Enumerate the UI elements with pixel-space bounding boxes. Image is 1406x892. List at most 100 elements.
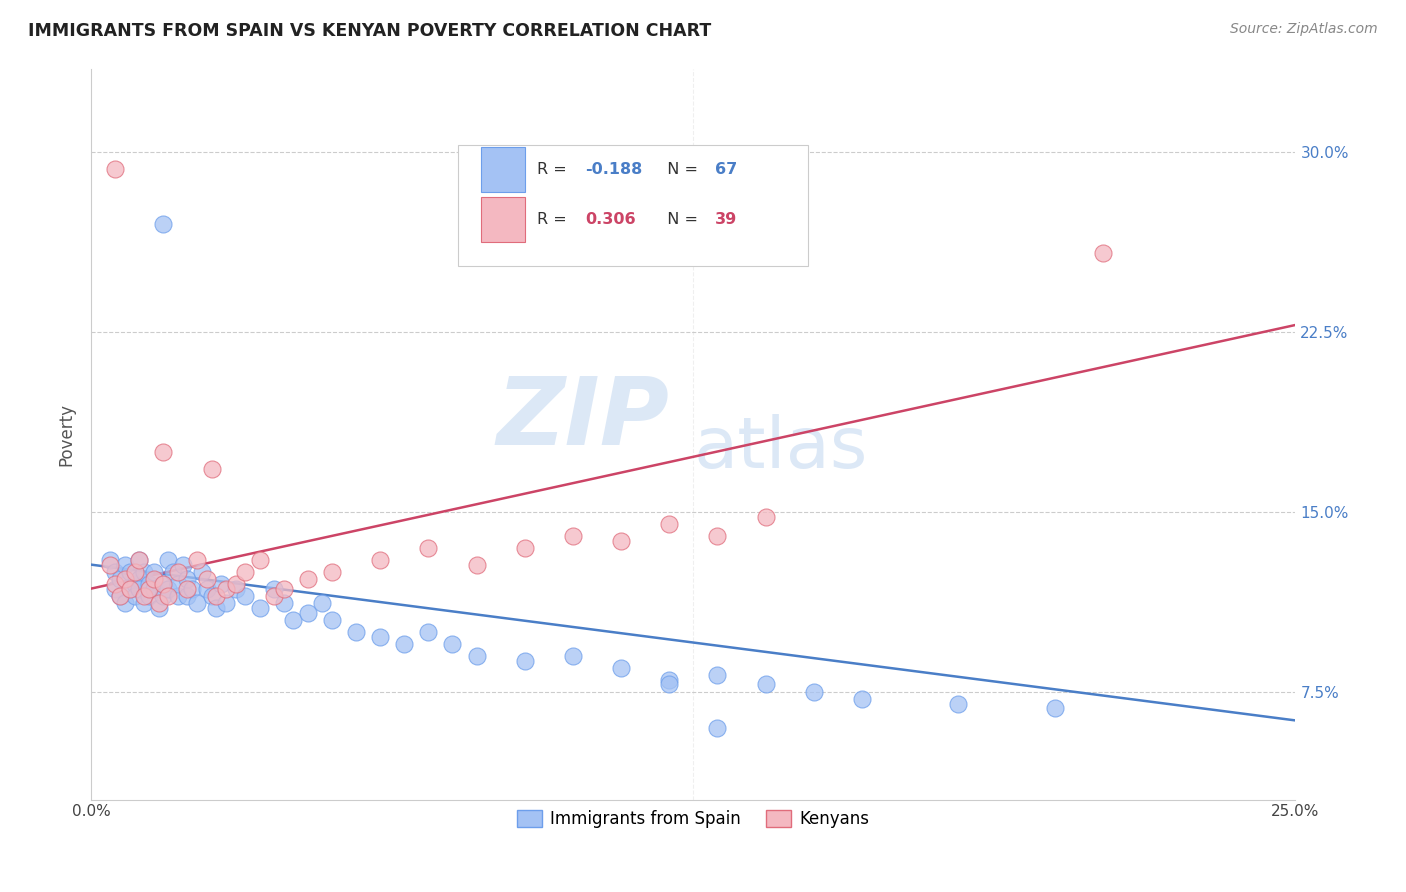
Point — [706, 668, 728, 682]
Point — [368, 630, 391, 644]
Point — [152, 445, 174, 459]
Point — [128, 553, 150, 567]
Point — [344, 624, 367, 639]
Point — [803, 684, 825, 698]
Point — [249, 600, 271, 615]
Point — [128, 582, 150, 596]
Point — [148, 600, 170, 615]
Point — [948, 697, 970, 711]
Point — [142, 572, 165, 586]
Point — [152, 577, 174, 591]
Point — [561, 648, 583, 663]
Point — [658, 677, 681, 691]
Point — [128, 553, 150, 567]
Point — [104, 162, 127, 177]
Point — [215, 582, 238, 596]
Point — [157, 589, 180, 603]
Point — [138, 589, 160, 603]
Point — [134, 596, 156, 610]
Point — [205, 589, 228, 603]
Point — [157, 582, 180, 596]
Text: R =: R = — [537, 212, 572, 227]
Point — [706, 529, 728, 543]
Point — [311, 596, 333, 610]
Point — [754, 677, 776, 691]
Point — [1091, 246, 1114, 260]
Point — [273, 596, 295, 610]
Point — [513, 653, 536, 667]
Point — [152, 577, 174, 591]
Point — [297, 572, 319, 586]
Point — [186, 596, 208, 610]
Point — [263, 589, 285, 603]
Point — [114, 572, 136, 586]
Point — [108, 589, 131, 603]
Point — [181, 582, 204, 596]
Point — [114, 558, 136, 572]
Text: Source: ZipAtlas.com: Source: ZipAtlas.com — [1230, 22, 1378, 37]
Point — [191, 565, 214, 579]
Point — [209, 577, 232, 591]
Point — [186, 553, 208, 567]
Point — [610, 533, 633, 548]
Point — [610, 661, 633, 675]
Point — [108, 572, 131, 586]
Point — [200, 589, 222, 603]
Point — [561, 529, 583, 543]
Point — [104, 565, 127, 579]
Point — [118, 582, 141, 596]
Point — [321, 613, 343, 627]
Point — [200, 462, 222, 476]
Point — [104, 577, 127, 591]
Point — [465, 558, 488, 572]
Point — [152, 589, 174, 603]
Point — [124, 577, 146, 591]
Point — [124, 565, 146, 579]
Point — [162, 565, 184, 579]
Point — [513, 541, 536, 555]
Point — [225, 577, 247, 591]
Point — [394, 637, 416, 651]
Point — [118, 582, 141, 596]
Point — [176, 572, 198, 586]
Point — [114, 596, 136, 610]
Point — [195, 582, 218, 596]
Point — [142, 582, 165, 596]
Point — [273, 582, 295, 596]
Text: 39: 39 — [716, 212, 737, 227]
Point — [172, 558, 194, 572]
Point — [225, 582, 247, 596]
Point — [754, 509, 776, 524]
Point — [152, 217, 174, 231]
Point — [134, 589, 156, 603]
Point — [148, 596, 170, 610]
Text: ZIP: ZIP — [496, 374, 669, 466]
Point — [658, 673, 681, 687]
Y-axis label: Poverty: Poverty — [58, 402, 75, 466]
Legend: Immigrants from Spain, Kenyans: Immigrants from Spain, Kenyans — [510, 804, 876, 835]
Point — [134, 565, 156, 579]
FancyBboxPatch shape — [481, 197, 524, 242]
Point — [368, 553, 391, 567]
Text: 0.306: 0.306 — [585, 212, 636, 227]
Point — [142, 565, 165, 579]
Point — [205, 600, 228, 615]
Point — [465, 648, 488, 663]
Text: N =: N = — [657, 162, 703, 178]
FancyBboxPatch shape — [458, 145, 807, 266]
Point — [851, 691, 873, 706]
Text: IMMIGRANTS FROM SPAIN VS KENYAN POVERTY CORRELATION CHART: IMMIGRANTS FROM SPAIN VS KENYAN POVERTY … — [28, 22, 711, 40]
Point — [138, 577, 160, 591]
Text: -0.188: -0.188 — [585, 162, 643, 178]
Text: R =: R = — [537, 162, 572, 178]
Point — [233, 589, 256, 603]
Point — [249, 553, 271, 567]
Point — [195, 572, 218, 586]
Point — [124, 589, 146, 603]
Point — [658, 516, 681, 531]
Point — [128, 572, 150, 586]
Point — [233, 565, 256, 579]
Point — [441, 637, 464, 651]
Text: 67: 67 — [716, 162, 737, 178]
Point — [100, 553, 122, 567]
